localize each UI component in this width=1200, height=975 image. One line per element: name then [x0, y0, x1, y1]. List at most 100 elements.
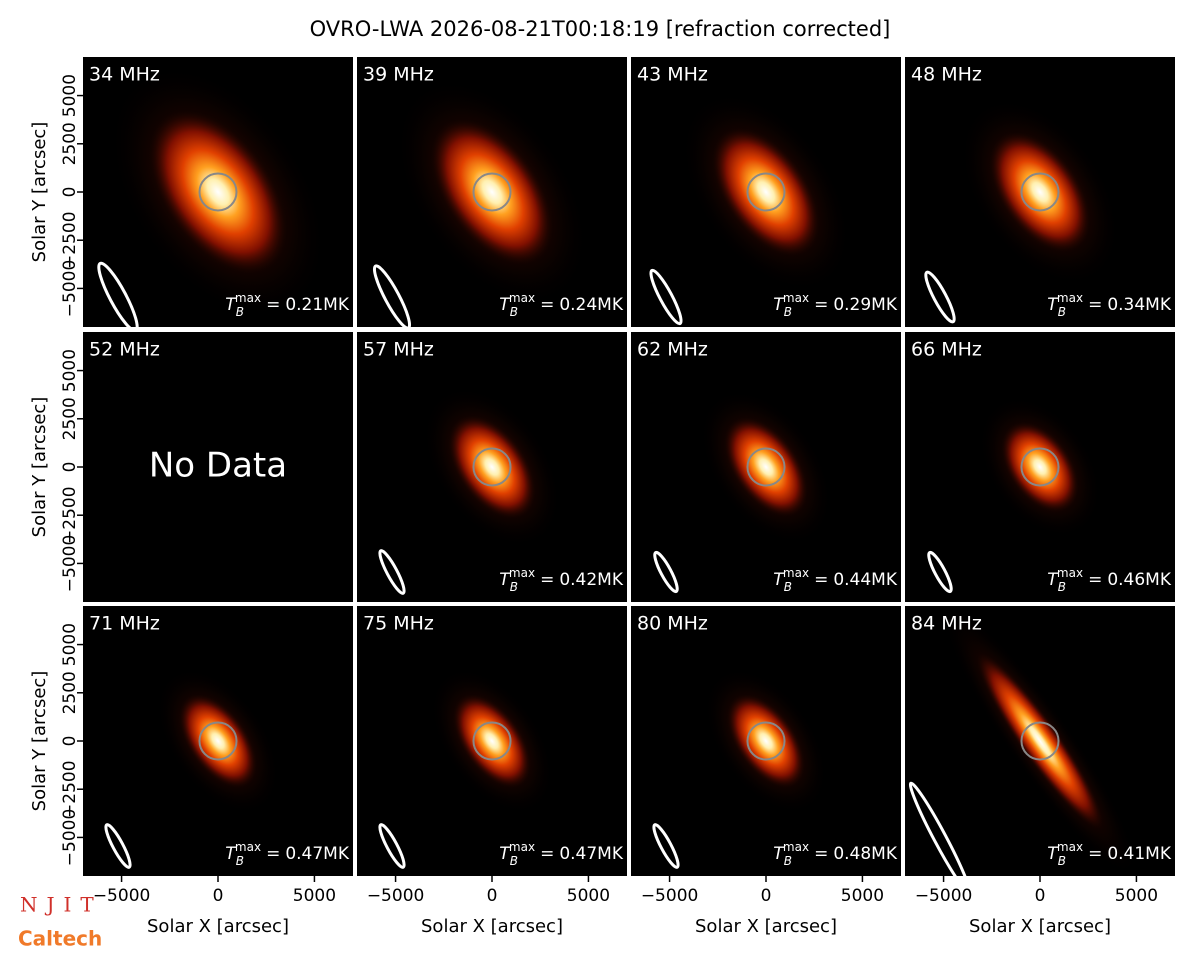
- y-tick-label: 2500: [60, 397, 80, 440]
- beam: [97, 261, 139, 327]
- x-axis-label: Solar X [arcsec]: [695, 916, 837, 937]
- frequency-label: 71 MHz: [89, 613, 160, 635]
- panel-content: [652, 668, 828, 869]
- y-tick-label: −2500: [60, 486, 80, 544]
- tb-value: 0.41MK: [1107, 844, 1172, 864]
- x-tick-label: 0: [761, 886, 772, 906]
- y-tick-label: 5000: [60, 623, 80, 666]
- solar-disk: [746, 172, 786, 212]
- y-axis-label: Solar Y [arcsec]: [29, 122, 50, 263]
- y-axis-label: Solar Y [arcsec]: [29, 671, 50, 812]
- tb-symbol-sub: B: [1058, 854, 1066, 868]
- frequency-label: 57 MHz: [363, 339, 434, 361]
- tb-symbol-sub: B: [236, 305, 244, 319]
- solar-disk: [746, 447, 786, 487]
- beam: [378, 823, 406, 869]
- tb-symbol-sub: B: [784, 854, 792, 868]
- tb-max-label: TBmax = 0.29MK: [773, 291, 898, 319]
- solar-disk: [472, 172, 512, 212]
- tb-max-label: TBmax = 0.47MK: [499, 840, 624, 868]
- panel-content: [927, 396, 1102, 594]
- frequency-label: 43 MHz: [637, 64, 708, 86]
- tb-symbol-sub: B: [510, 854, 518, 868]
- tb-equals: =: [1088, 570, 1102, 590]
- solar-disk: [1020, 447, 1060, 487]
- tb-value: 0.44MK: [833, 570, 898, 590]
- solar-disk: [472, 447, 512, 487]
- panel-content: [372, 78, 589, 327]
- beam: [378, 549, 406, 595]
- y-tick-label: −5000: [60, 535, 80, 593]
- tb-equals: =: [540, 844, 554, 864]
- emission-source: [147, 108, 289, 276]
- x-tick-label: −5000: [367, 886, 425, 906]
- y-tick-label: −5000: [60, 260, 80, 318]
- figure-title: OVRO-LWA 2026-08-21T00:18:19 [refraction…: [310, 17, 891, 41]
- tb-max-label: TBmax = 0.47MK: [225, 840, 350, 868]
- x-tick-label: 0: [1035, 886, 1046, 906]
- panel-content: [104, 668, 280, 869]
- beam: [924, 270, 956, 324]
- tb-symbol: T: [773, 295, 785, 315]
- tb-symbol-sup: max: [509, 566, 535, 580]
- panel-content: [378, 386, 562, 595]
- tb-symbol-sup: max: [509, 840, 535, 854]
- tb-value: 0.42MK: [559, 570, 624, 590]
- tb-equals: =: [814, 295, 828, 315]
- tb-symbol-sup: max: [783, 291, 809, 305]
- tb-max-label: TBmax = 0.46MK: [1047, 566, 1172, 594]
- solar-disk: [1020, 172, 1060, 212]
- solar-disk: [1020, 721, 1060, 761]
- panel-content: [653, 389, 833, 594]
- tb-symbol-sup: max: [235, 291, 261, 305]
- panel-content: [97, 64, 327, 327]
- logo-caltech: Caltech: [18, 927, 102, 951]
- x-tick-label: 5000: [567, 886, 610, 906]
- emission-source: [178, 692, 258, 790]
- tb-equals: =: [1088, 295, 1102, 315]
- y-tick-label: 5000: [60, 349, 80, 392]
- panel-content: [924, 98, 1120, 324]
- beam: [652, 823, 680, 869]
- frequency-label: 66 MHz: [911, 339, 982, 361]
- tb-symbol: T: [499, 570, 511, 590]
- tb-symbol-sup: max: [235, 840, 261, 854]
- tb-equals: =: [266, 295, 280, 315]
- tb-value: 0.47MK: [285, 844, 350, 864]
- y-tick-label: 0: [60, 736, 80, 747]
- tb-value: 0.24MK: [559, 295, 624, 315]
- tb-value: 0.21MK: [285, 295, 350, 315]
- emission-source: [988, 130, 1092, 254]
- frequency-label: 52 MHz: [89, 339, 160, 361]
- tb-symbol-sub: B: [1058, 305, 1066, 319]
- frequency-label: 48 MHz: [911, 64, 982, 86]
- y-tick-label: −2500: [60, 211, 80, 269]
- x-tick-label: −5000: [93, 886, 151, 906]
- y-axis-label: Solar Y [arcsec]: [29, 397, 50, 538]
- tb-symbol: T: [1047, 295, 1059, 315]
- beam: [908, 781, 972, 876]
- tb-value: 0.34MK: [1107, 295, 1172, 315]
- tb-symbol-sub: B: [236, 854, 244, 868]
- frequency-label: 80 MHz: [637, 613, 708, 635]
- emission-source: [726, 692, 806, 790]
- tb-max-label: TBmax = 0.48MK: [773, 840, 898, 868]
- y-tick-label: 2500: [60, 122, 80, 165]
- tb-value: 0.46MK: [1107, 570, 1172, 590]
- tb-max-label: TBmax = 0.42MK: [499, 566, 624, 594]
- x-tick-label: −5000: [641, 886, 699, 906]
- solar-disk: [746, 721, 786, 761]
- tb-max-label: TBmax = 0.24MK: [499, 291, 624, 319]
- tb-max-label: TBmax = 0.34MK: [1047, 291, 1172, 319]
- beam: [653, 550, 679, 594]
- x-axis-label: Solar X [arcsec]: [421, 916, 563, 937]
- tb-symbol: T: [225, 295, 237, 315]
- beam: [104, 823, 132, 869]
- tb-value: 0.29MK: [833, 295, 898, 315]
- x-axis-label: Solar X [arcsec]: [969, 916, 1111, 937]
- tb-symbol: T: [1047, 570, 1059, 590]
- beam: [649, 268, 683, 326]
- y-tick-label: 0: [60, 187, 80, 198]
- tb-symbol-sub: B: [510, 305, 518, 319]
- x-tick-label: 0: [487, 886, 498, 906]
